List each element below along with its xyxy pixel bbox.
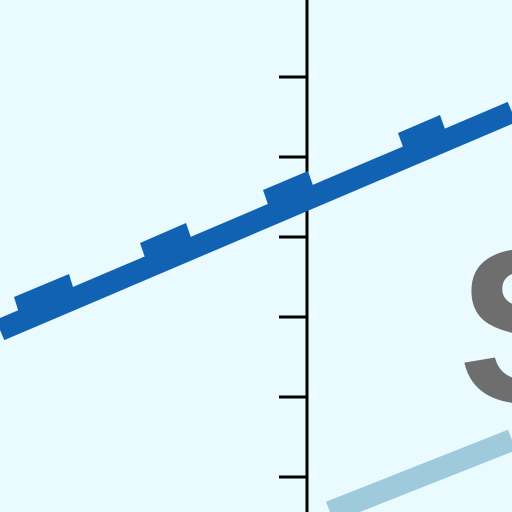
secondary-line <box>325 429 512 512</box>
step-marker <box>263 171 318 219</box>
axis-ticks <box>279 75 307 479</box>
glyph-letter: S <box>458 203 512 449</box>
step-marker <box>140 223 196 272</box>
step-marker <box>398 115 450 161</box>
step-marker <box>14 274 77 323</box>
primary-line <box>0 101 512 341</box>
